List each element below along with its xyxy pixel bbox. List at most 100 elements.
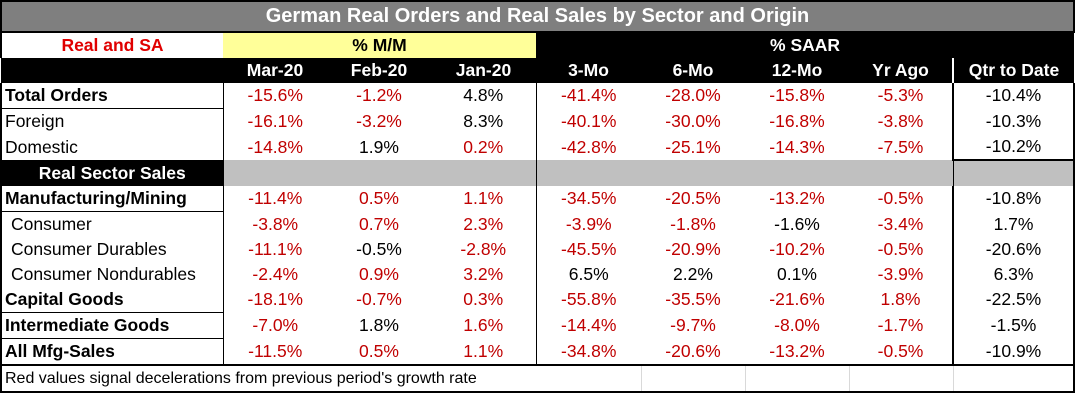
value-cell: -34.8%	[535, 338, 641, 365]
group-header-mm: % M/M	[223, 32, 536, 58]
value-cell: 1.1%	[463, 188, 504, 209]
value-cell: -20.6%	[951, 237, 1075, 262]
row-label: Total Orders	[0, 83, 224, 109]
value-cell: -1.8%	[670, 213, 716, 234]
table-row: All Mfg-Sales -11.5% 0.5% 1.1% -34.8% -20.6% -…	[0, 338, 1075, 366]
value-cell: -16.8%	[769, 110, 825, 131]
value-cell: 1.8%	[880, 289, 921, 310]
value-cell: -13.2%	[769, 340, 825, 361]
value-cell: 1.1%	[463, 340, 504, 361]
value-cell: -15.8%	[769, 85, 825, 106]
section-label: Real Sector Sales	[0, 160, 223, 186]
column-header-row: Mar-20 Feb-20 Jan-20 3-Mo 6-Mo 12-Mo Yr Ago Qtr…	[1, 58, 1075, 83]
value-cell: 6.5%	[535, 262, 641, 287]
value-cell: 0.3%	[463, 289, 504, 310]
value-cell: -0.5%	[356, 239, 402, 259]
value-cell: 0.5%	[359, 340, 399, 361]
value-cell: -28.0%	[665, 85, 721, 106]
value-cell: 3.2%	[463, 264, 504, 284]
value-cell: -7.0%	[252, 315, 299, 335]
table-title: German Real Orders and Real Sales by Sec…	[0, 0, 1075, 33]
value-cell: -45.5%	[535, 237, 641, 262]
orders-section: Total Orders -15.6% -1.2% 4.8% -41.4% -28.0% -…	[0, 83, 1075, 161]
value-cell: -20.9%	[665, 239, 721, 259]
row-label: Consumer	[0, 211, 224, 237]
value-cell: -10.3%	[951, 108, 1075, 134]
value-cell: -34.5%	[535, 186, 641, 212]
value-cell: -55.8%	[535, 287, 641, 313]
value-cell: -10.4%	[951, 83, 1075, 109]
value-cell: -1.6%	[774, 213, 820, 234]
value-cell: -3.2%	[356, 110, 402, 131]
value-cell: -40.1%	[535, 108, 641, 134]
value-cell: -1.5%	[951, 312, 1075, 339]
footnote: Red values signal decelerations from pre…	[0, 364, 641, 393]
value-cell: 4.8%	[463, 85, 504, 106]
value-cell: 1.8%	[359, 315, 399, 335]
value-cell: 0.9%	[359, 264, 399, 284]
row-label: Intermediate Goods	[0, 312, 224, 339]
row-label: All Mfg-Sales	[0, 338, 224, 366]
value-cell: -0.5%	[877, 340, 924, 361]
column-header-blank	[1, 58, 223, 83]
value-cell: -22.5%	[951, 287, 1075, 313]
value-cell: -3.4%	[877, 213, 924, 234]
value-cell: -0.7%	[356, 289, 402, 310]
value-cell: -10.9%	[951, 338, 1075, 366]
value-cell: 0.2%	[463, 136, 504, 157]
value-cell: -7.5%	[877, 136, 924, 157]
value-cell: -20.5%	[665, 188, 721, 209]
footnote-row: Red values signal decelerations from pre…	[0, 364, 1075, 393]
value-cell: -30.0%	[665, 110, 721, 131]
value-cell: -14.8%	[247, 136, 303, 157]
value-cell: -41.4%	[535, 83, 641, 109]
value-cell: -3.9%	[535, 211, 641, 237]
value-cell: 1.9%	[359, 136, 399, 157]
row-label: Consumer Nondurables	[0, 262, 224, 287]
table-row: Total Orders -15.6% -1.2% 4.8% -41.4% -28.0% -…	[0, 83, 1075, 109]
value-cell: -21.6%	[769, 289, 825, 310]
value-cell: -10.2%	[951, 134, 1075, 161]
value-cell: 2.3%	[463, 213, 504, 234]
corner-label: Real and SA	[0, 32, 223, 58]
value-cell: 0.7%	[359, 213, 399, 234]
value-cell: 6.3%	[951, 262, 1075, 287]
row-label: Foreign	[0, 108, 224, 134]
row-label: Capital Goods	[0, 287, 224, 313]
value-cell: -11.5%	[248, 340, 303, 361]
value-cell: -42.8%	[535, 134, 641, 160]
value-cell: -0.5%	[877, 239, 924, 259]
value-cell: 0.5%	[359, 188, 399, 209]
value-cell: -2.8%	[460, 239, 507, 259]
column-header: Qtr to Date	[951, 58, 1075, 83]
table-row: Consumer Nondurables -2.4% 0.9% 3.2% 6.5% 2.2…	[0, 262, 1075, 287]
row-label: Domestic	[0, 134, 224, 160]
value-cell: -18.1%	[247, 289, 303, 310]
value-cell: -1.2%	[356, 85, 402, 106]
value-cell: 1.6%	[463, 315, 504, 335]
value-cell: -3.8%	[252, 213, 299, 234]
value-cell: -10.2%	[769, 239, 825, 259]
value-cell: 1.7%	[951, 211, 1075, 237]
group-header-saar: % SAAR	[536, 32, 1075, 58]
value-cell: -9.7%	[670, 315, 716, 335]
value-cell: -14.3%	[769, 136, 825, 157]
column-header: Feb-20	[327, 58, 431, 83]
table-row: Consumer -3.8% 0.7% 2.3% -3.9% -1.8% -1.6% -3.4…	[0, 211, 1075, 237]
value-cell: -8.0%	[774, 315, 820, 335]
value-cell: -16.1%	[247, 110, 303, 131]
section-row: Real Sector Sales	[0, 160, 1075, 186]
value-cell: -35.5%	[665, 289, 721, 310]
column-header: Yr Ago	[849, 58, 953, 83]
value-cell: -11.1%	[248, 239, 303, 259]
value-cell: -3.8%	[877, 110, 924, 131]
data-table: German Real Orders and Real Sales by Sec…	[0, 0, 1075, 393]
value-cell: -25.1%	[665, 136, 721, 157]
value-cell: -13.2%	[769, 188, 825, 209]
table-row: Intermediate Goods -7.0% 1.8% 1.6% -14.4% -9.…	[0, 312, 1075, 339]
sales-section: Manufacturing/Mining -11.4% 0.5% 1.1% -34.5%…	[0, 186, 1075, 366]
value-cell: -14.4%	[535, 312, 641, 339]
value-cell: -15.6%	[247, 85, 303, 106]
column-header: 3-Mo	[536, 58, 641, 83]
